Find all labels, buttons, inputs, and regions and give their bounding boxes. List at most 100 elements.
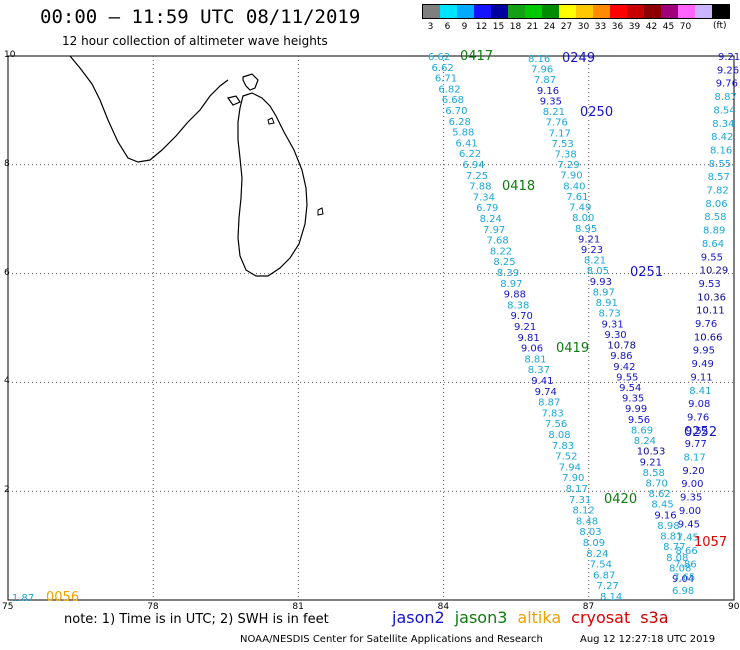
swh-value: 8.64	[702, 239, 724, 250]
credit-text: NOAA/NESDIS Center for Satellite Applica…	[240, 634, 543, 645]
pass-id-label: 1057	[694, 535, 727, 550]
swh-value: 9.06	[521, 344, 543, 355]
lon-tick-label: 84	[437, 602, 450, 612]
swh-value: 9.55	[616, 372, 638, 383]
timestamp: Aug 12 12:27:18 UTC 2019	[580, 634, 716, 645]
swh-value: 9.45	[678, 519, 700, 530]
swh-value: 7.31	[569, 495, 591, 506]
swh-value: 7.17	[549, 128, 571, 139]
legend-swatch	[593, 5, 610, 18]
swh-value: 7.61	[566, 192, 588, 203]
lat-tick-label: 8	[4, 158, 10, 169]
swh-value: 7.94	[559, 462, 581, 473]
legend-label: 12	[475, 22, 488, 32]
swh-value: 7.34	[473, 192, 495, 203]
swh-value: 6.28	[449, 117, 471, 128]
lon-tick-label: 90	[728, 602, 740, 612]
swh-value: 8.24	[480, 214, 502, 225]
pass-id-label: 0250	[580, 105, 613, 120]
swh-value: 9.55	[701, 252, 723, 263]
legend-swatch	[644, 5, 661, 18]
legend-swatch	[678, 5, 695, 18]
swh-value: 9.76	[687, 412, 709, 423]
sri-lanka-coastline	[226, 73, 308, 277]
swh-value: 6.22	[459, 149, 481, 160]
swh-value: 8.48	[576, 516, 598, 527]
swh-value: 7.83	[542, 408, 564, 419]
swh-value: 8.00	[572, 213, 594, 224]
swh-value: 9.00	[681, 479, 703, 490]
swh-value: 8.08	[548, 430, 570, 441]
swh-value: 9.41	[531, 376, 553, 387]
swh-value: 7.56	[545, 419, 567, 430]
legend-label: 45	[662, 22, 675, 32]
swh-value: 9.42	[613, 362, 635, 373]
swh-value: 8.58	[704, 212, 726, 223]
swh-value: 8.70	[646, 478, 668, 489]
swh-value: 6.62	[428, 52, 450, 63]
swh-value: 7.90	[560, 171, 582, 182]
swh-value: 10.11	[696, 306, 725, 317]
island-fragment	[317, 207, 324, 216]
swh-value: 9.08	[688, 399, 710, 410]
pass-id-label: 0252	[684, 425, 717, 440]
swh-value: 8.16	[710, 145, 732, 156]
swh-value: 9.76	[695, 319, 717, 330]
satellite-name: altika	[517, 608, 562, 627]
swh-value: 7.45	[677, 533, 699, 544]
swh-value: 8.25	[493, 257, 515, 268]
swh-value: 8.21	[584, 256, 606, 267]
swh-value: 9.93	[590, 277, 612, 288]
legend-swatch	[661, 5, 678, 18]
swh-value: 8.69	[631, 425, 653, 436]
legend-swatch	[576, 5, 593, 18]
swh-value: 10.36	[697, 292, 726, 303]
swh-value: 9.70	[511, 311, 533, 322]
swh-value: 8.37	[528, 365, 550, 376]
india-coastline	[69, 55, 229, 163]
legend-label: 33	[594, 22, 607, 32]
swh-value: 8.41	[689, 386, 711, 397]
swh-value: 9.95	[693, 346, 715, 357]
legend-label: 9	[461, 22, 468, 32]
swh-value: 9.81	[517, 333, 539, 344]
satellite-name: s3a	[640, 608, 669, 627]
legend-label: 36	[611, 22, 624, 32]
swh-value: 6.79	[476, 203, 498, 214]
swh-value: 8.57	[708, 172, 730, 183]
plot-frame	[7, 55, 735, 601]
legend-swatch	[474, 5, 491, 18]
color-scale-legend: 3 6 9 12 15 18 21 24 27 30 33 36 39 42 45 70 (ft)	[422, 4, 730, 32]
satellite-name: jason2	[392, 608, 445, 627]
swh-value: 6.82	[438, 84, 460, 95]
swh-value: 6.62	[431, 63, 453, 74]
swh-value: 9.21	[718, 52, 740, 63]
legend-label: 27	[560, 22, 573, 32]
swh-value: 9.88	[504, 290, 526, 301]
swh-value: 8.05	[587, 266, 609, 277]
swh-value: 7.88	[469, 182, 491, 193]
swh-value: 7.38	[554, 150, 576, 161]
swh-value: 10.78	[607, 341, 636, 352]
swh-value: 7.52	[555, 452, 577, 463]
swh-value: 9.49	[692, 359, 714, 370]
swh-value: 6.71	[435, 74, 457, 85]
swh-value: 6.41	[456, 138, 478, 149]
island-fragment	[267, 117, 275, 125]
swh-value: 6.94	[462, 160, 484, 171]
swh-value: 8.38	[507, 300, 529, 311]
swh-value: 7.83	[552, 441, 574, 452]
legend-swatch	[695, 5, 712, 18]
swh-value: 8.58	[643, 468, 665, 479]
swh-value: 9.21	[578, 234, 600, 245]
corner-swh-value: 1.87	[12, 593, 34, 604]
satellite-name: jason3	[454, 608, 508, 627]
swh-value: 8.08	[666, 553, 688, 564]
swh-value: 10.53	[637, 447, 666, 458]
pass-id-label: 0417	[460, 49, 493, 64]
swh-value: 8.16	[528, 54, 550, 65]
legend-swatch	[457, 5, 474, 18]
swh-value: 8.45	[651, 500, 673, 511]
swh-value: 8.62	[648, 489, 670, 500]
